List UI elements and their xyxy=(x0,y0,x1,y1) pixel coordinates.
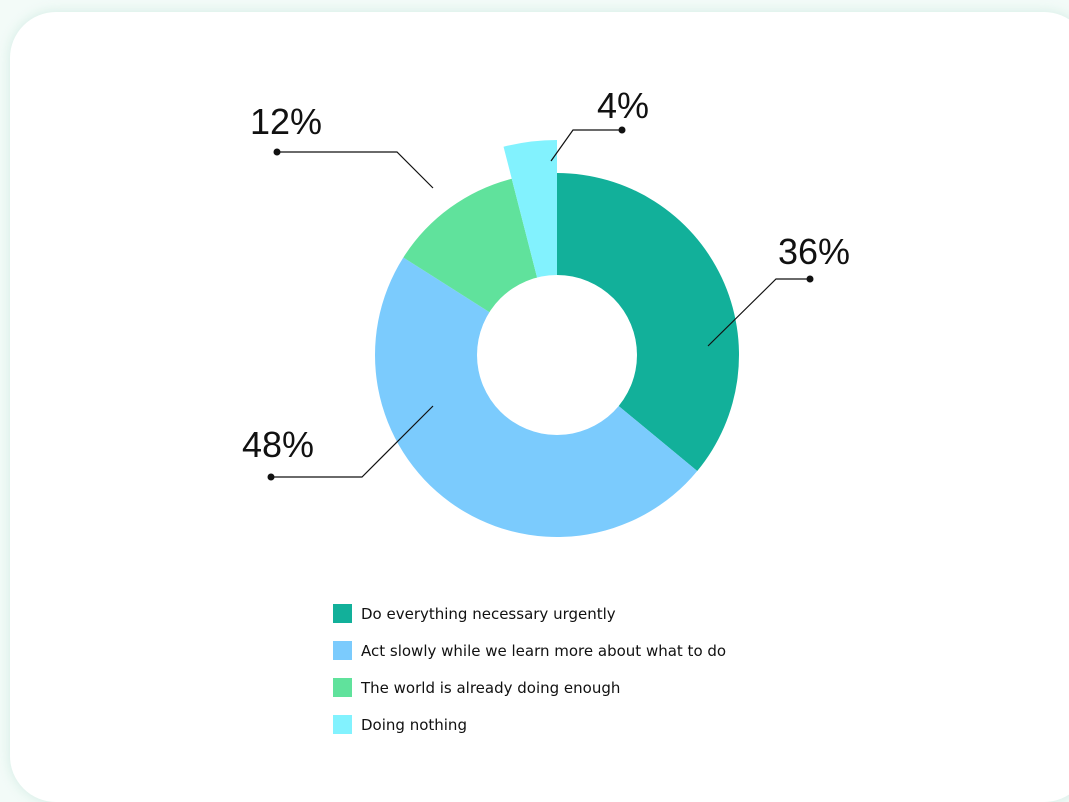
legend-swatch xyxy=(333,641,352,660)
leader-line-slice-3 xyxy=(550,129,622,162)
donut-hole xyxy=(477,275,637,435)
legend-label: Do everything necessary urgently xyxy=(361,604,616,623)
slice-label-3: 4% xyxy=(597,85,649,126)
slice-label-1: 48% xyxy=(242,424,314,465)
legend-item: Do everything necessary urgently xyxy=(333,595,813,632)
slice-label-0: 36% xyxy=(778,231,850,272)
donut-chart: 36% 48% 12% 4% xyxy=(242,85,850,538)
legend-swatch xyxy=(333,678,352,697)
slices-layer xyxy=(374,140,740,538)
leader-dot-slice-1 xyxy=(267,473,275,481)
chart-legend: Do everything necessary urgently Act slo… xyxy=(333,595,813,743)
donut-slice-1 xyxy=(374,257,698,538)
legend-label: Act slowly while we learn more about wha… xyxy=(361,641,727,660)
leader-dot-slice-3 xyxy=(618,126,626,134)
legend-label: Doing nothing xyxy=(361,715,467,734)
leader-dot-slice-2 xyxy=(273,148,281,156)
donut-slice-3 xyxy=(503,140,557,280)
donut-slice-0 xyxy=(557,173,740,472)
leader-dot-slice-0 xyxy=(806,275,814,283)
legend-label: The world is already doing enough xyxy=(361,678,621,697)
legend-item: The world is already doing enough xyxy=(333,669,813,706)
leader-line-slice-1 xyxy=(271,405,434,478)
legend-item: Doing nothing xyxy=(333,706,813,743)
legend-swatch xyxy=(333,604,352,623)
leader-line-slice-2 xyxy=(277,151,434,189)
legend-swatch xyxy=(333,715,352,734)
donut-slice-2 xyxy=(403,178,538,314)
leader-line-slice-0 xyxy=(707,278,810,347)
slice-label-2: 12% xyxy=(250,101,322,142)
legend-item: Act slowly while we learn more about wha… xyxy=(333,632,813,669)
